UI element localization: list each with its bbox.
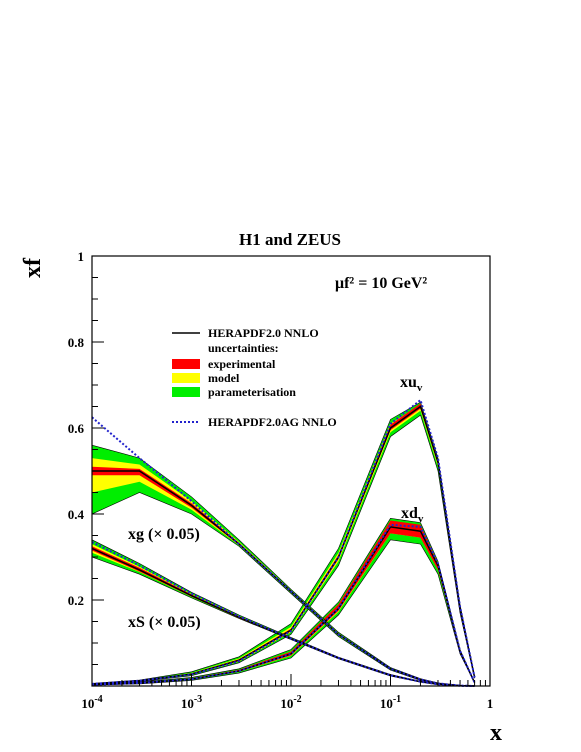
legend: HERAPDF2.0 NNLO uncertainties: experimen…	[172, 326, 337, 429]
x-tick-label: 10-4	[81, 694, 102, 711]
xuv-alternative-line	[91, 398, 476, 685]
xdv-parameterisation-band	[91, 517, 475, 686]
xdv-central-line	[91, 526, 476, 686]
y-tick-label: 1	[78, 249, 85, 264]
x-axis-title: x	[490, 720, 502, 746]
uncertainty-bands	[91, 401, 475, 687]
xuv-label: xuv	[400, 374, 423, 394]
xdv-alternative-line	[91, 523, 476, 686]
x-tick-label: 10-1	[380, 694, 401, 711]
legend-alternative-label: HERAPDF2.0AG NNLO	[208, 415, 337, 429]
y-tick-label: 0.8	[68, 335, 85, 350]
legend-uncertainties-header: uncertainties:	[208, 341, 279, 355]
axis-ticks: 10-4 10-3 10-2 10-1 1 0.2 0.4 0.6 0.8 1	[68, 249, 494, 711]
legend-experimental-swatch	[172, 359, 200, 369]
legend-parameterisation-label: parameterisation	[208, 385, 296, 399]
legend-experimental-label: experimental	[208, 357, 276, 371]
xuv-model-band	[92, 404, 475, 685]
xg-alternative-line	[91, 416, 475, 687]
xdv-model-band	[92, 522, 475, 685]
xS-parameterisation-band	[91, 539, 475, 687]
x-tick-label: 1	[487, 696, 494, 711]
xg-model-band	[92, 458, 475, 686]
xS-alternative-line	[91, 541, 475, 687]
legend-central-label: HERAPDF2.0 NNLO	[208, 326, 319, 340]
legend-model-label: model	[208, 371, 240, 385]
xuv-parameterisation-band	[91, 401, 475, 685]
xdv-label: xdv	[401, 505, 424, 525]
y-tick-label: 0.2	[68, 593, 84, 608]
y-axis-title: xf	[20, 257, 46, 278]
legend-parameterisation-swatch	[172, 387, 200, 397]
xuv-central-line	[91, 405, 476, 685]
x-tick-label: 10-3	[181, 694, 202, 711]
y-tick-label: 0.4	[68, 507, 85, 522]
x-tick-label: 10-2	[280, 694, 301, 711]
scale-annotation: μf² = 10 GeV²	[335, 275, 427, 292]
chart-title: H1 and ZEUS	[239, 230, 341, 249]
xs-label: xS (× 0.05)	[128, 614, 201, 631]
pdf-curves	[91, 398, 476, 687]
xg-label: xg (× 0.05)	[128, 526, 200, 543]
legend-model-swatch	[172, 373, 200, 383]
y-tick-label: 0.6	[68, 421, 85, 436]
